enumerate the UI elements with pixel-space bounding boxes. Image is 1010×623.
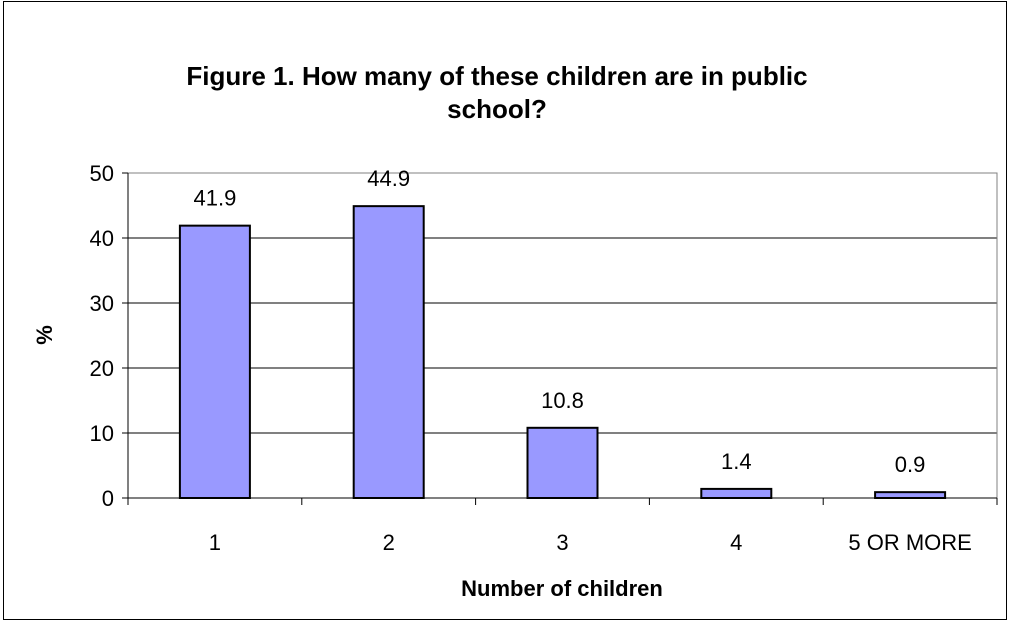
- data-label-3: 10.8: [541, 388, 584, 413]
- x-tick-labels: 1 2 3 4 5 OR MORE: [209, 530, 972, 555]
- bar-2: [352, 205, 425, 499]
- y-tick-label-30: 30: [90, 291, 114, 316]
- y-tick-label-10: 10: [90, 421, 114, 446]
- bar-4: [700, 487, 773, 499]
- bar-5-or-more: [874, 491, 947, 499]
- data-label-2: 44.9: [367, 166, 410, 191]
- chart-title-line-1: Figure 1. How many of these children are…: [186, 61, 807, 91]
- y-tick-label-50: 50: [90, 161, 114, 186]
- y-tick-labels: 0 10 20 30 40 50: [90, 161, 114, 511]
- y-tick-label-40: 40: [90, 226, 114, 251]
- bar-1: [178, 224, 251, 499]
- y-tick-label-20: 20: [90, 356, 114, 381]
- bar-3: [526, 426, 599, 499]
- axes-group: [122, 172, 998, 505]
- x-axis-label: Number of children: [461, 576, 663, 601]
- x-tick-label-4: 4: [730, 530, 742, 555]
- x-tick-label-5: 5 OR MORE: [848, 530, 971, 555]
- chart-title-line-2: school?: [447, 94, 547, 124]
- chart-frame: [3, 1, 1007, 620]
- y-tick-label-0: 0: [102, 486, 114, 511]
- x-tick-label-3: 3: [556, 530, 568, 555]
- data-label-1: 41.9: [193, 186, 236, 211]
- x-tick-label-1: 1: [209, 530, 221, 555]
- data-labels: 41.9 44.9 10.8 1.4 0.9: [193, 166, 925, 477]
- data-label-5: 0.9: [895, 452, 926, 477]
- data-label-4: 1.4: [721, 449, 752, 474]
- bars-group: [178, 205, 947, 499]
- y-axis-label: %: [32, 325, 57, 345]
- x-tick-label-2: 2: [383, 530, 395, 555]
